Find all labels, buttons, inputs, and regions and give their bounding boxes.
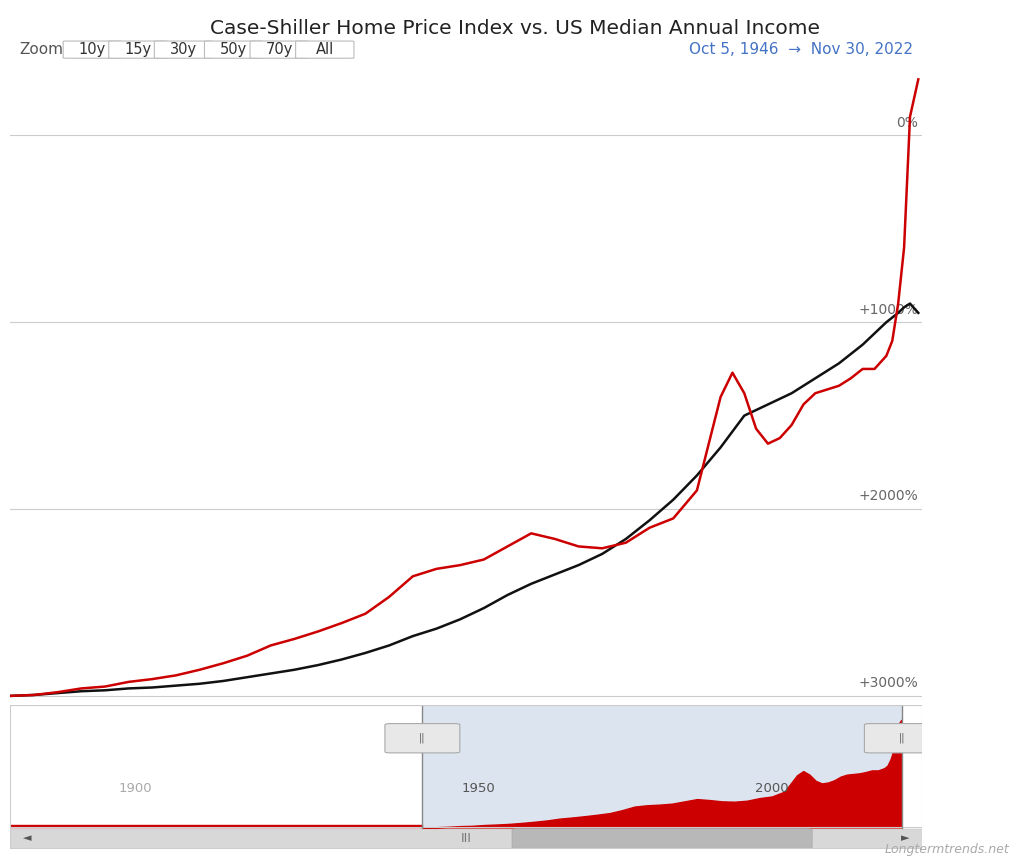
Text: Zoom: Zoom: [20, 42, 64, 57]
Text: Case-Shiller Home Price Index vs. US Median Annual Income: Case-Shiller Home Price Index vs. US Med…: [210, 19, 820, 38]
FancyBboxPatch shape: [109, 41, 167, 58]
Bar: [422, 705, 902, 827]
Text: All: All: [315, 42, 334, 57]
Text: ||: ||: [419, 733, 425, 744]
Text: Longtermtrends.net: Longtermtrends.net: [885, 843, 1009, 856]
Text: Oct 5, 1946  →  Nov 30, 2022: Oct 5, 1946 → Nov 30, 2022: [689, 42, 913, 57]
FancyBboxPatch shape: [154, 41, 212, 58]
FancyBboxPatch shape: [385, 723, 459, 752]
Text: 1900: 1900: [118, 782, 152, 795]
Text: 10y: 10y: [78, 42, 106, 57]
FancyBboxPatch shape: [864, 723, 939, 752]
FancyBboxPatch shape: [296, 41, 354, 58]
Text: III: III: [460, 832, 472, 845]
Text: +3000%: +3000%: [859, 676, 919, 691]
FancyBboxPatch shape: [512, 829, 813, 849]
Bar: [10, 829, 922, 849]
Text: +2000%: +2000%: [859, 489, 919, 504]
Text: 2000: 2000: [755, 782, 789, 795]
Text: 1950: 1950: [461, 782, 495, 795]
FancyBboxPatch shape: [205, 41, 263, 58]
Text: 15y: 15y: [125, 42, 151, 57]
Text: ►: ►: [901, 833, 909, 843]
Text: 0%: 0%: [896, 116, 919, 130]
Text: 70y: 70y: [266, 42, 293, 57]
FancyBboxPatch shape: [250, 41, 308, 58]
Text: 30y: 30y: [170, 42, 197, 57]
Text: ||: ||: [898, 733, 905, 744]
Text: +1000%: +1000%: [858, 303, 919, 317]
Text: 50y: 50y: [220, 42, 247, 57]
Bar: [10, 705, 922, 827]
Text: ◄: ◄: [23, 833, 31, 843]
FancyBboxPatch shape: [63, 41, 122, 58]
